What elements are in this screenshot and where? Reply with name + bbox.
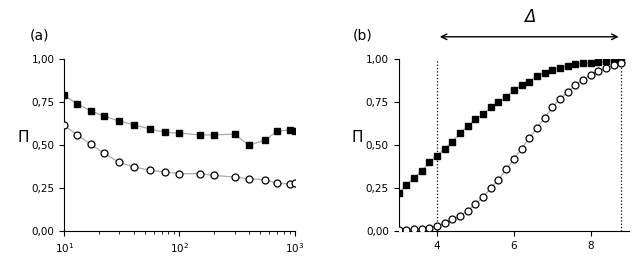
Y-axis label: Π: Π: [352, 130, 363, 145]
Text: Δ: Δ: [523, 8, 535, 26]
Text: (b): (b): [352, 28, 372, 42]
Y-axis label: Π: Π: [17, 130, 29, 145]
Text: (a): (a): [30, 28, 49, 42]
